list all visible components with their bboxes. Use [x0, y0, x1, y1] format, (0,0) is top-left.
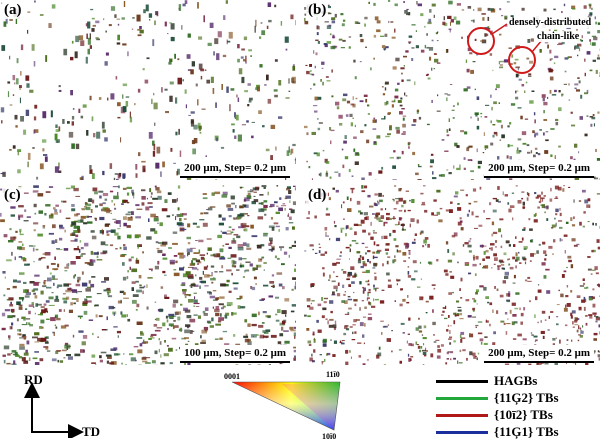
panel-label: (a)	[2, 2, 24, 19]
annotation-circle-1	[468, 28, 494, 54]
ebsd-map-c: (c) 100 μm, Step= 0.2 μm	[0, 185, 296, 365]
panel-label: (d)	[306, 187, 328, 204]
annotation-circle-2	[509, 47, 535, 73]
legend-line	[436, 431, 488, 434]
legend-item-1121-tbs: {11Ģ1} TBs	[430, 423, 600, 441]
ebsd-texture	[0, 0, 296, 180]
legend-label: HAGBs	[494, 372, 537, 390]
annotation-arrow-1	[492, 24, 507, 34]
rd-label: RD	[24, 372, 43, 388]
scale-bar: 100 μm, Step= 0.2 μm	[180, 345, 290, 363]
legend-line	[436, 414, 488, 417]
panel-label: (c)	[2, 187, 23, 204]
scale-bar: 200 μm, Step= 0.2 μm	[484, 345, 594, 363]
ebsd-map-a: (a) 200 μm, Step= 0.2 μm	[0, 0, 296, 180]
legend-item-1012-tbs: {10ī2} TBs	[430, 406, 600, 424]
annotation-text-2: chain-like	[536, 31, 580, 42]
legend-item-1122-tbs: {11Ģ2} TBs	[430, 389, 600, 407]
legend-label: {10ī2} TBs	[494, 406, 553, 424]
ebsd-map-d: (d) 200 μm, Step= 0.2 μm	[304, 185, 600, 365]
sample-axes: RD TD	[18, 378, 138, 438]
ipf-label-10-10: 10ī0	[322, 432, 336, 441]
ebsd-map-b: (b) densely-distributed chain-like 200 μ…	[304, 0, 600, 180]
annotation-text-1: densely-distributed	[508, 17, 592, 28]
legend-line	[436, 397, 488, 400]
ipf-color-key: 0001 11ī0 10ī0	[222, 372, 352, 442]
scale-bar: 200 μm, Step= 0.2 μm	[180, 160, 290, 178]
panel-label: (b)	[306, 2, 328, 19]
ebsd-texture	[0, 185, 296, 365]
scale-bar: 200 μm, Step= 0.2 μm	[484, 160, 594, 178]
legend-label: {11Ģ1} TBs	[494, 423, 559, 441]
legend-item-hagbs: HAGBs	[430, 372, 600, 390]
legend-label: {11Ģ2} TBs	[494, 389, 559, 407]
ebsd-texture	[304, 185, 600, 365]
ipf-label-0001: 0001	[224, 372, 240, 381]
legend-line	[436, 380, 488, 383]
td-label: TD	[82, 424, 100, 440]
ipf-label-11-20: 11ī0	[326, 370, 340, 379]
